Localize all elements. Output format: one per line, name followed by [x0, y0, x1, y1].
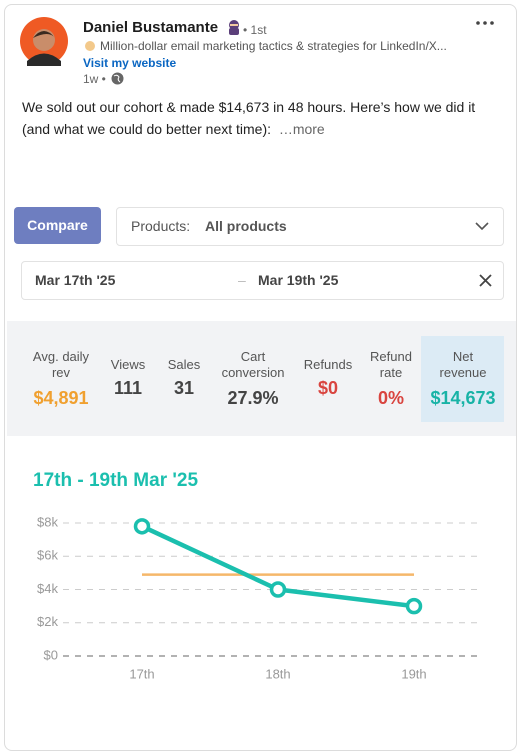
stat-value: 31 — [173, 378, 195, 398]
stat-label: Cart — [240, 349, 266, 364]
stat-label: Net — [452, 349, 474, 364]
y-tick-label: $4k — [37, 581, 58, 596]
see-more[interactable]: …more — [278, 121, 325, 137]
post-card: Daniel Bustamante • 1st Million-dollar e… — [4, 4, 517, 751]
stat-label: Sales — [167, 357, 201, 372]
headline: Million-dollar email marketing tactics &… — [100, 39, 447, 53]
chart: 17th - 19th Mar '25 $0 $2k $4k $6k $8k 17th 18… — [33, 470, 483, 681]
website-link[interactable]: Visit my website — [83, 56, 177, 70]
badge-icon — [229, 20, 239, 35]
stat-label: rev — [51, 365, 71, 380]
products-label: Products: — [131, 218, 191, 234]
stat-value: 0% — [377, 388, 405, 408]
y-tick-label: $2k — [37, 614, 58, 629]
stat-value: 27.9% — [227, 388, 279, 408]
point — [269, 581, 287, 598]
date-start: Mar 17th '25 — [35, 272, 116, 288]
date-range[interactable]: Mar 17th '25 – Mar 19th '25 — [21, 261, 504, 300]
clear-icon[interactable] — [479, 274, 492, 287]
date-separator: – — [238, 272, 246, 288]
globe-icon — [111, 72, 124, 85]
x-tick-label: 17th — [129, 666, 154, 681]
headline-icon — [85, 41, 95, 51]
post-time: 1w • — [83, 72, 106, 86]
stat-label: Avg. daily — [32, 349, 90, 364]
date-end: Mar 19th '25 — [258, 272, 339, 288]
x-tick-label: 18th — [265, 666, 290, 681]
stat-label: Views — [110, 357, 146, 372]
stat-value: 111 — [113, 378, 143, 398]
stat-value: $14,673 — [430, 388, 496, 408]
y-tick-label: $6k — [37, 548, 58, 563]
y-tick-label: $8k — [37, 514, 58, 529]
stat-label: rate — [379, 365, 403, 380]
chevron — [475, 222, 489, 231]
more-menu[interactable] — [475, 19, 495, 27]
stat-label: Refunds — [303, 357, 353, 372]
stats-panel: Avg. daily rev $4,891 Views 111 Sales 31 Cart co… — [7, 321, 516, 436]
avatar[interactable] — [19, 16, 69, 66]
products-select[interactable]: Products: All products — [116, 207, 504, 246]
point — [405, 597, 423, 615]
y-tick-label: $0 — [44, 647, 58, 662]
post-text: We sold out our cohort & made $14,673 in… — [22, 99, 476, 137]
connection-degree: • 1st — [243, 23, 267, 37]
stat-value: $0 — [317, 378, 339, 398]
products-value: All products — [205, 218, 287, 234]
point — [133, 518, 151, 535]
x-tick-label: 19th — [401, 666, 426, 681]
stat-label: revenue — [439, 365, 487, 380]
author-name[interactable]: Daniel Bustamante — [83, 19, 219, 36]
chart-title: 17th - 19th Mar '25 — [33, 470, 198, 491]
compare-button[interactable]: Compare — [14, 207, 101, 244]
highlight — [421, 336, 504, 422]
stat-label: conversion — [221, 365, 285, 380]
stat-value: $4,891 — [33, 388, 89, 408]
stat-label: Refund — [370, 349, 412, 364]
post-body: We sold out our cohort & made $14,673 in… — [22, 96, 502, 140]
